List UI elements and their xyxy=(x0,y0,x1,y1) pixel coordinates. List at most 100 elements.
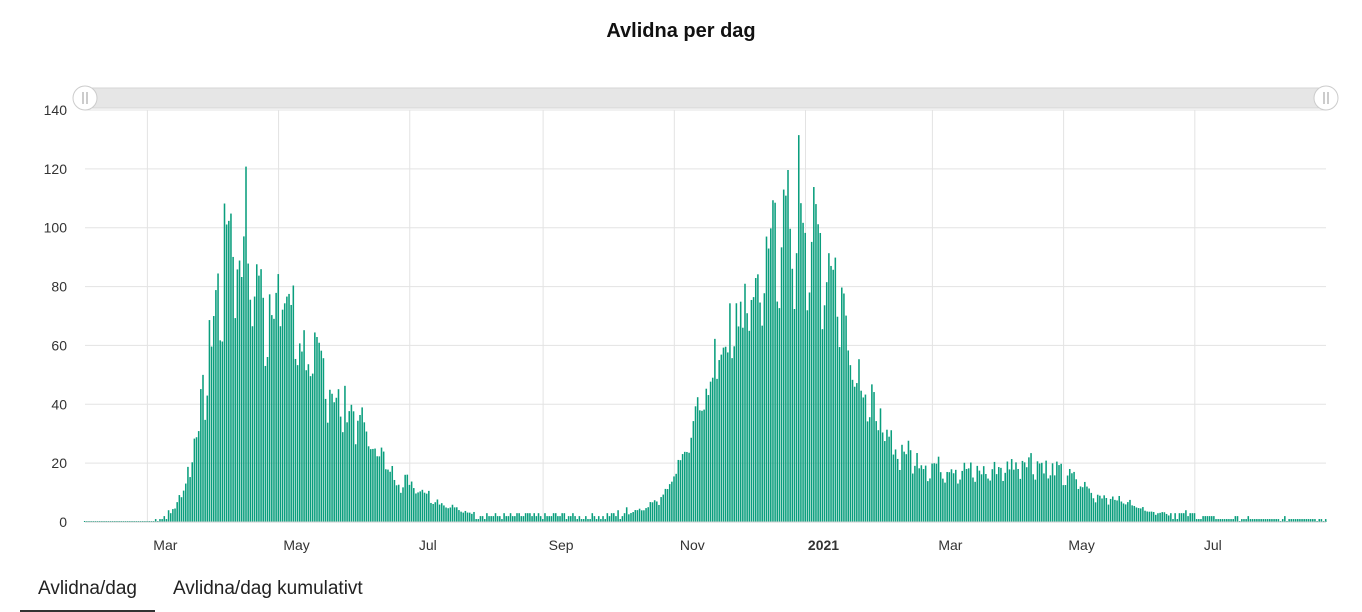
daily-bar xyxy=(1206,516,1209,522)
daily-bar xyxy=(395,485,398,522)
daily-bar xyxy=(178,495,181,522)
daily-bar xyxy=(1000,467,1002,522)
x-tick-label: Nov xyxy=(680,537,705,553)
scrollbar-handle-left[interactable] xyxy=(72,85,98,111)
daily-bar xyxy=(460,511,462,522)
daily-bar xyxy=(916,453,918,522)
daily-bar xyxy=(894,449,897,522)
daily-bar xyxy=(309,376,312,522)
daily-bar xyxy=(542,519,544,522)
daily-bar xyxy=(440,503,443,522)
daily-bar xyxy=(1301,519,1303,522)
daily-bar xyxy=(234,318,237,522)
daily-bar xyxy=(957,483,959,522)
daily-bar xyxy=(1062,485,1065,522)
daily-bar xyxy=(1030,453,1032,522)
daily-bar xyxy=(808,292,811,522)
daily-bar xyxy=(346,422,348,522)
daily-bar xyxy=(357,420,359,522)
daily-bar xyxy=(643,510,645,522)
daily-bar xyxy=(389,471,391,522)
range-scrollbar[interactable] xyxy=(72,85,1339,111)
daily-bar xyxy=(451,504,454,522)
daily-bar xyxy=(350,404,353,522)
daily-bar xyxy=(507,516,510,522)
daily-bar xyxy=(329,389,331,522)
daily-bar xyxy=(1217,519,1219,522)
daily-bar xyxy=(991,469,994,522)
daily-bar xyxy=(572,513,574,522)
daily-bar xyxy=(804,232,806,522)
daily-bar xyxy=(1262,519,1265,522)
daily-bar xyxy=(662,494,665,522)
daily-bar xyxy=(494,513,497,522)
daily-bar xyxy=(879,408,882,522)
daily-bar xyxy=(877,430,880,522)
daily-bar xyxy=(782,189,785,522)
daily-bar xyxy=(845,315,847,522)
daily-bar xyxy=(828,253,830,522)
daily-bar xyxy=(714,338,716,522)
daily-bar xyxy=(1299,519,1301,522)
daily-bar xyxy=(339,416,342,522)
daily-bar xyxy=(154,519,157,522)
daily-bar xyxy=(1234,516,1237,522)
daily-bar xyxy=(866,421,869,522)
daily-bar xyxy=(301,351,303,522)
daily-bar xyxy=(972,477,974,522)
daily-bar xyxy=(1049,475,1052,522)
daily-bar xyxy=(838,347,841,522)
daily-bar xyxy=(929,478,931,522)
scrollbar-track[interactable] xyxy=(84,87,1327,109)
daily-bar xyxy=(1099,495,1101,522)
daily-bar xyxy=(961,470,963,522)
daily-bar xyxy=(570,516,572,522)
daily-bar xyxy=(931,463,933,522)
daily-bar xyxy=(1058,465,1060,522)
daily-bar xyxy=(1122,503,1125,522)
daily-bar xyxy=(471,513,473,522)
daily-bar xyxy=(707,395,710,522)
daily-bar xyxy=(1200,519,1202,522)
daily-bar xyxy=(1187,516,1189,522)
daily-bar xyxy=(1247,516,1250,522)
daily-bar xyxy=(1075,479,1077,522)
daily-bar xyxy=(776,301,779,522)
daily-bar xyxy=(1251,519,1254,522)
daily-bar xyxy=(1174,513,1176,522)
daily-bar xyxy=(288,293,290,522)
tab-avlidna-dag-kumulativt[interactable]: Avlidna/dag kumulativt xyxy=(172,578,363,599)
daily-bar xyxy=(1142,507,1144,522)
daily-bar xyxy=(884,441,886,522)
daily-bar xyxy=(342,432,344,522)
daily-bar xyxy=(600,519,602,522)
daily-bar xyxy=(1094,502,1097,522)
daily-bar xyxy=(595,519,598,522)
daily-bar xyxy=(161,519,163,522)
tab-avlidna-dag[interactable]: Avlidna/dag xyxy=(20,570,155,612)
daily-bar xyxy=(1191,513,1194,522)
daily-bar xyxy=(430,502,432,522)
daily-bar xyxy=(537,513,540,522)
x-tick-label: Sep xyxy=(549,537,574,553)
daily-bar xyxy=(780,247,783,522)
chart-svg: 0 20 40 60 80 100 120 140 Mar May Jul Sep Nov 2021 Mar… xyxy=(44,85,1339,553)
x-tick-label: Jul xyxy=(1204,537,1222,553)
y-tick-label: 100 xyxy=(44,220,68,236)
daily-bar xyxy=(511,516,514,522)
daily-bar xyxy=(1260,519,1262,522)
daily-bar xyxy=(651,502,654,522)
daily-bar xyxy=(425,493,428,522)
daily-bar xyxy=(1292,519,1295,522)
daily-bar xyxy=(483,519,486,522)
daily-bar xyxy=(638,508,641,522)
daily-bar xyxy=(475,519,477,522)
daily-bar xyxy=(1060,463,1062,522)
daily-bar xyxy=(980,474,983,522)
daily-bar xyxy=(733,346,736,522)
scrollbar-handle-right[interactable] xyxy=(1313,85,1339,111)
daily-bar xyxy=(690,437,692,522)
daily-bar xyxy=(1170,513,1172,522)
daily-bar xyxy=(718,360,720,522)
daily-bar xyxy=(761,325,763,522)
